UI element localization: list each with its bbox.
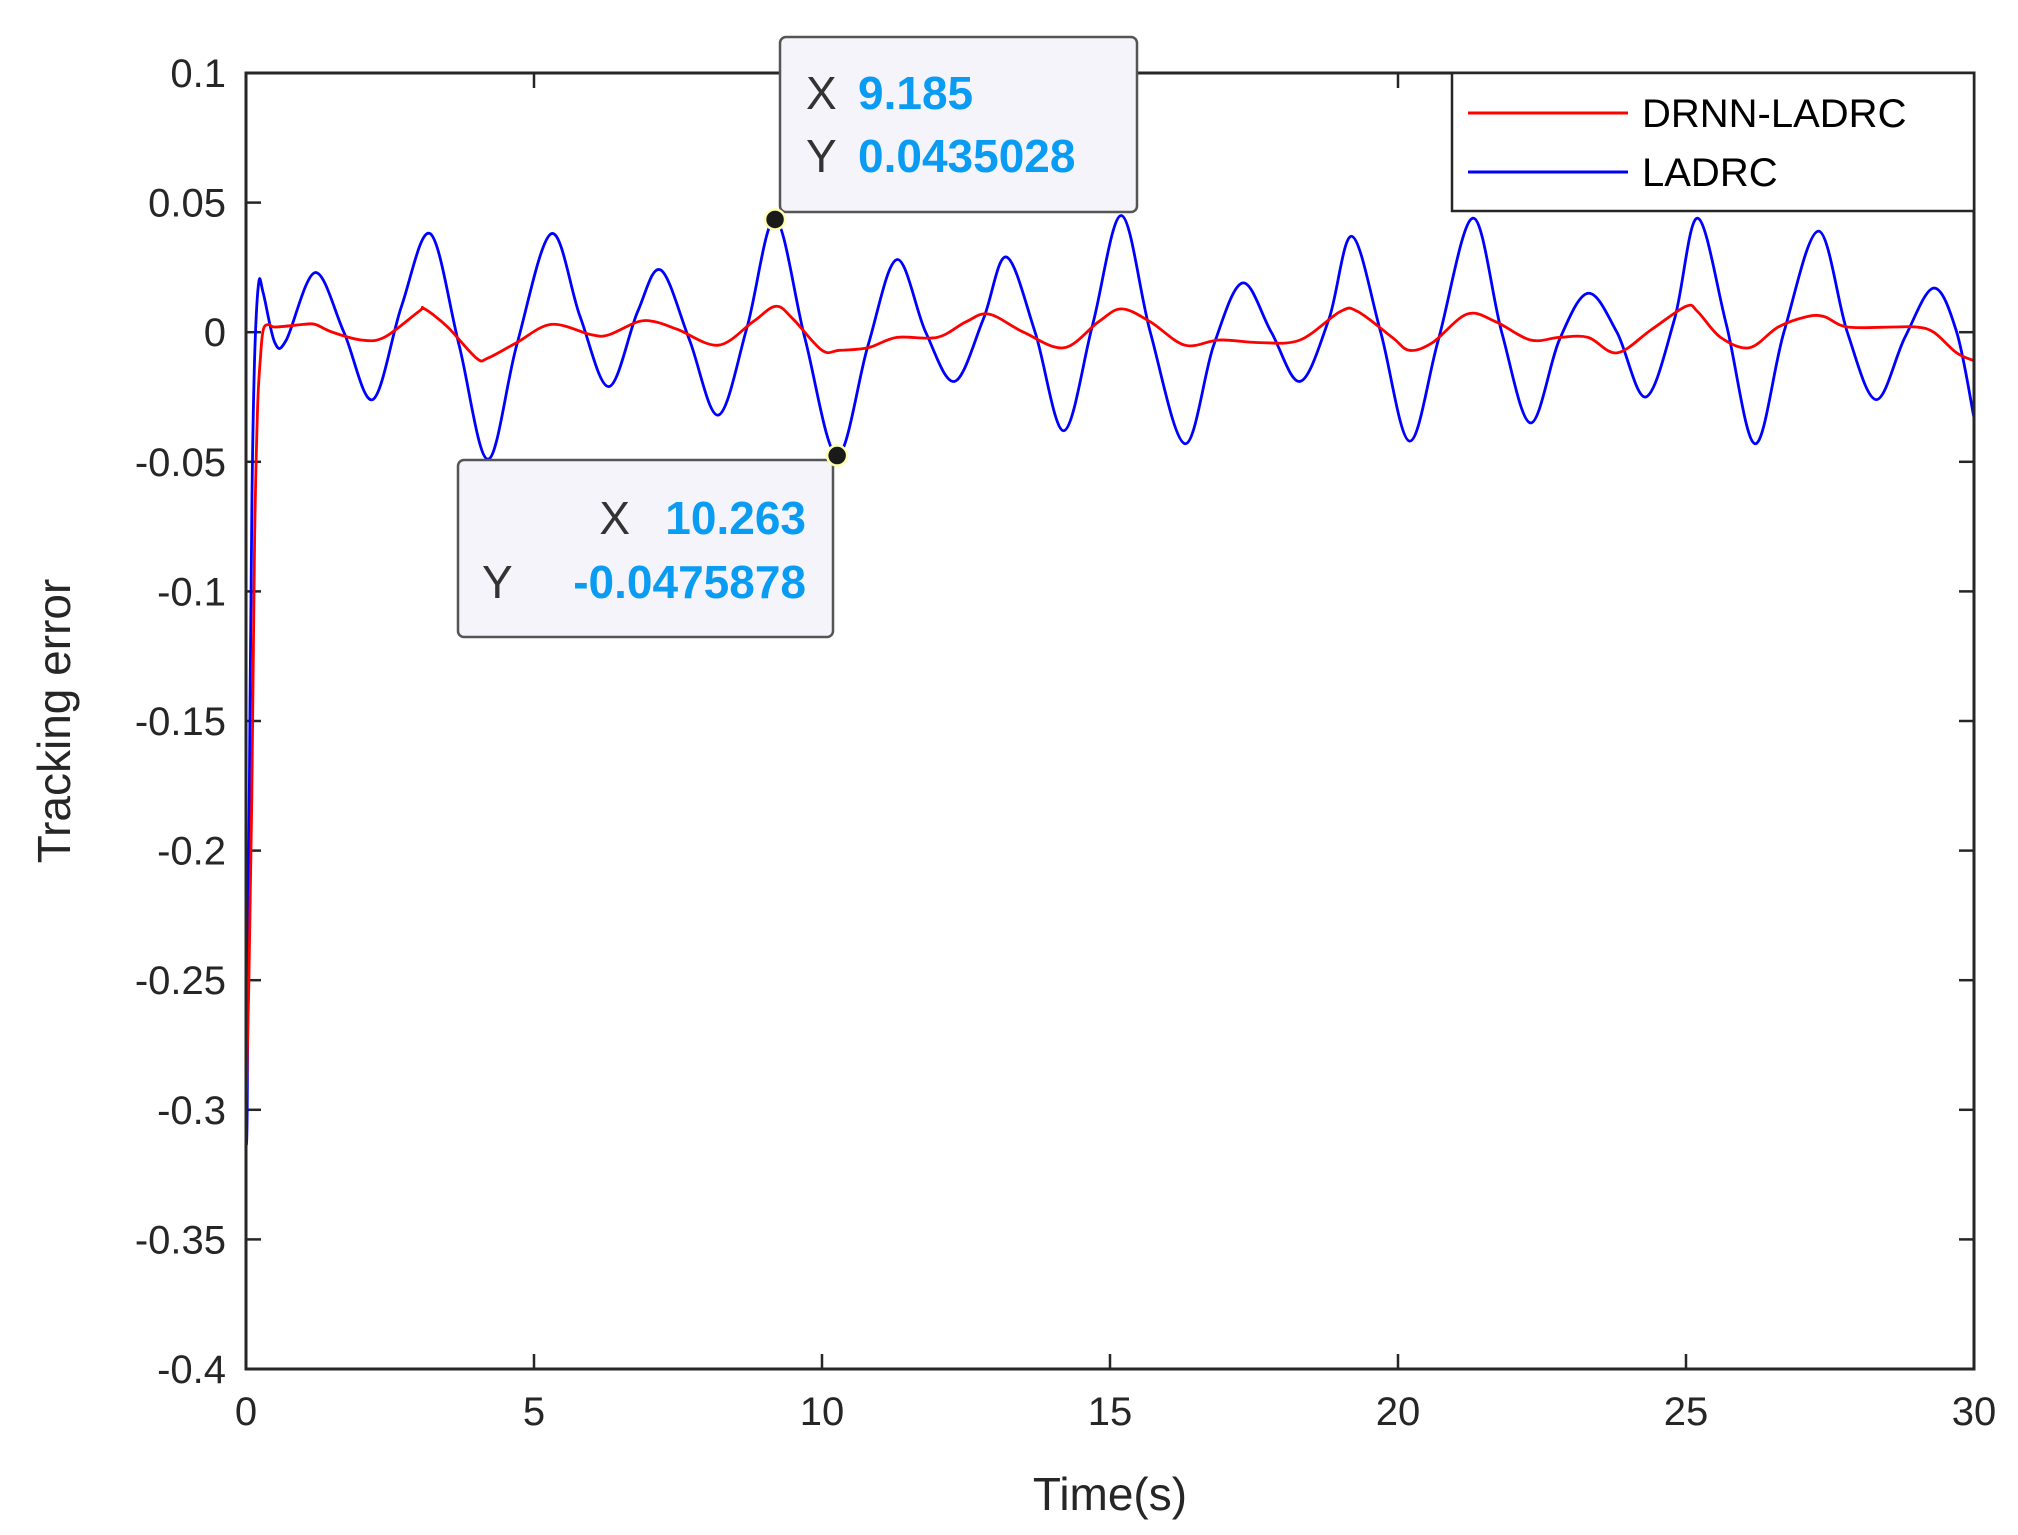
legend-label-ladrc: LADRC [1642, 151, 1778, 195]
datatip-1-y-value: 0.0435028 [858, 130, 1075, 182]
series-layer [244, 214, 1976, 1147]
datatip-2-box [456, 458, 835, 639]
y-tick-label: 0.05 [148, 182, 226, 226]
datatip-1-x-key: X [806, 67, 837, 119]
datatip-1-x-value: 9.185 [858, 67, 973, 119]
y-tick-label: -0.35 [135, 1218, 226, 1262]
x-axis-ticks: 0 5 10 15 20 25 30 [235, 73, 1996, 1434]
datatip-marker-2[interactable] [825, 444, 849, 467]
datatip-2-y-key: Y [482, 556, 513, 608]
datatip-1-y-key: Y [806, 130, 837, 182]
y-tick-label: 0.1 [170, 52, 226, 96]
y-tick-label: -0.3 [157, 1089, 226, 1133]
x-tick-label: 10 [800, 1390, 845, 1434]
datatip-2[interactable]: X 10.263 Y -0.0475878 [456, 458, 835, 639]
y-tick-label: -0.05 [135, 441, 226, 485]
plot-background [246, 73, 1974, 1369]
y-axis-label: Tracking error [28, 579, 80, 864]
y-tick-label: -0.25 [135, 959, 226, 1003]
y-tick-label: -0.2 [157, 830, 226, 874]
datatip-markers [763, 208, 849, 467]
legend-box [1450, 71, 1976, 213]
datatip-2-x-value: 10.263 [665, 492, 806, 544]
x-tick-label: 20 [1376, 1390, 1421, 1434]
x-tick-label: 30 [1952, 1390, 1997, 1434]
x-axis-label: Time(s) [1033, 1468, 1187, 1520]
x-tick-label: 25 [1664, 1390, 1709, 1434]
datatip-marker-1[interactable] [763, 208, 787, 231]
datatip-2-y-value: -0.0475878 [573, 556, 806, 608]
legend-label-drnn-ladrc: DRNN-LADRC [1642, 92, 1906, 136]
y-tick-label: 0 [204, 311, 226, 355]
y-tick-label: -0.15 [135, 700, 226, 744]
x-tick-label: 5 [523, 1390, 545, 1434]
datatip-2-x-key: X [599, 492, 630, 544]
y-tick-label: -0.4 [157, 1348, 226, 1392]
legend: DRNN-LADRC LADRC [1450, 71, 1976, 213]
y-axis-ticks: 0.1 0.05 0 -0.05 -0.1 -0.15 -0.2 -0.25 -0.3 -0.35… [135, 52, 1974, 1392]
y-tick-label: -0.1 [157, 570, 226, 614]
series-line-drnn-ladrc [244, 303, 1975, 1110]
x-tick-label: 0 [235, 1390, 257, 1434]
datatip-1-box [778, 35, 1139, 214]
datatip-1[interactable]: X 9.185 Y 0.0435028 [778, 35, 1139, 214]
series-line-ladrc [244, 214, 1976, 1147]
x-tick-label: 15 [1088, 1390, 1133, 1434]
